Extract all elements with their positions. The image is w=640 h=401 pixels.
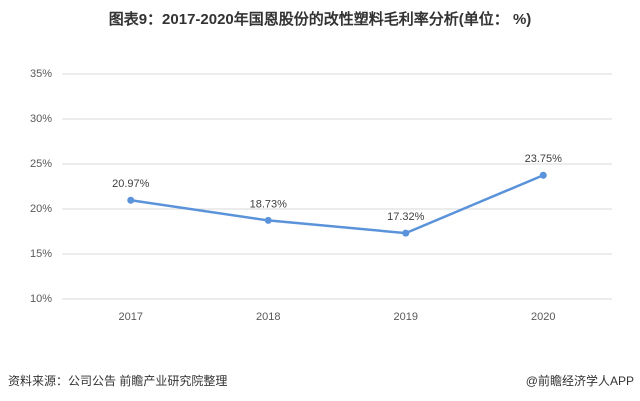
data-label: 18.73% bbox=[250, 198, 288, 210]
y-tick-label: 25% bbox=[30, 158, 52, 170]
y-tick-label: 35% bbox=[30, 68, 52, 80]
point bbox=[539, 171, 547, 179]
x-tick-label: 2020 bbox=[531, 311, 555, 323]
y-tick-label: 20% bbox=[30, 203, 52, 215]
point bbox=[127, 196, 135, 204]
x-tick-label: 2017 bbox=[119, 311, 143, 323]
data-label: 20.97% bbox=[112, 178, 150, 190]
credit: @前瞻经济学人APP bbox=[526, 373, 634, 388]
chart-title: 图表9：2017-2020年国恩股份的改性塑料毛利率分析(单位： %) bbox=[109, 10, 532, 28]
y-tick-label: 10% bbox=[30, 293, 52, 305]
point bbox=[264, 216, 272, 224]
y-tick-label: 30% bbox=[30, 113, 52, 125]
data-label: 23.75% bbox=[525, 153, 563, 165]
x-tick-label: 2019 bbox=[394, 311, 418, 323]
point bbox=[402, 229, 410, 237]
y-tick-label: 15% bbox=[30, 248, 52, 260]
data-label: 17.32% bbox=[387, 211, 425, 223]
x-tick-label: 2018 bbox=[256, 311, 280, 323]
line bbox=[130, 174, 544, 235]
source: 资料来源：公司公告 前瞻产业研究院整理 bbox=[8, 373, 227, 388]
